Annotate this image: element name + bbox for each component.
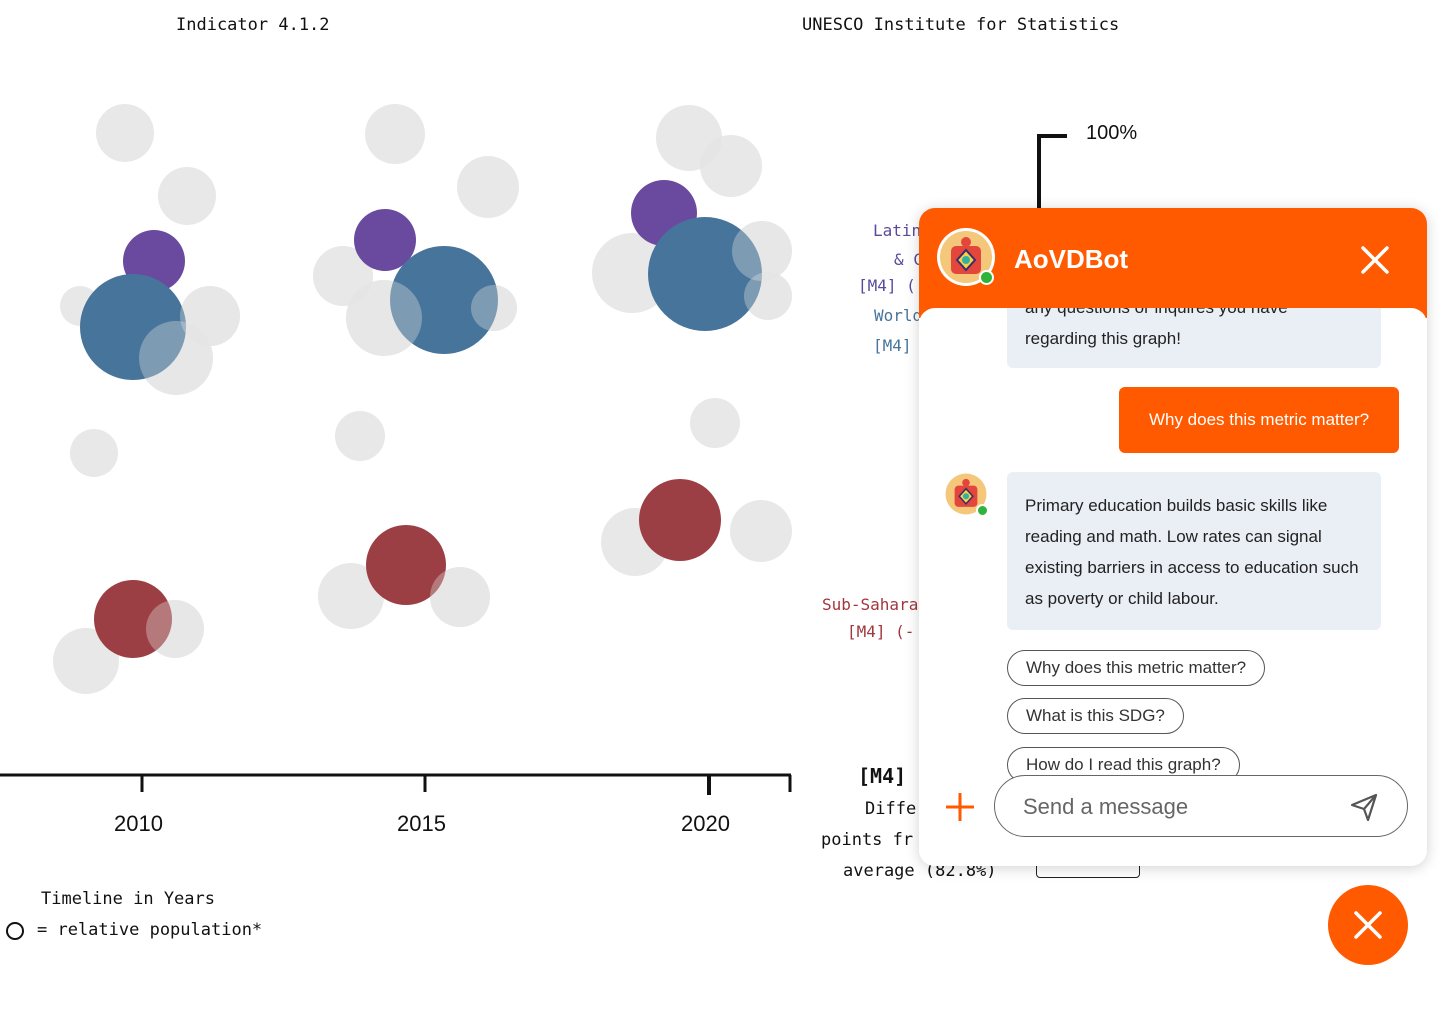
difference-title: [M4] — [858, 764, 907, 788]
ssa-label-line2: [M4] (- — [847, 622, 915, 641]
send-button[interactable] — [1347, 790, 1381, 824]
overlay-bubble — [744, 272, 792, 320]
difference-line2: points fr — [821, 830, 914, 850]
latin-label-line3: [M4] ( — [858, 276, 916, 295]
send-icon — [1350, 793, 1378, 822]
close-chat-button[interactable] — [1355, 240, 1395, 280]
size-legend-circle-icon — [6, 922, 24, 940]
suggestion-chip-metric[interactable]: Why does this metric matter? — [1007, 650, 1266, 686]
chart-bubbles — [53, 104, 792, 694]
background-bubble — [70, 429, 118, 477]
overlay-bubble — [471, 285, 517, 331]
close-icon — [1361, 246, 1389, 274]
world-label-line2: [M4] — [873, 336, 912, 355]
background-bubble — [457, 156, 519, 218]
difference-line1: Diffe — [865, 799, 917, 819]
background-bubble — [690, 398, 740, 448]
latin-label-line1: Latin — [873, 221, 922, 240]
chat-messages[interactable]: any questions or inquires you have regar… — [919, 308, 1427, 866]
world-bubble — [80, 274, 186, 380]
overlay-bubble — [139, 321, 213, 395]
overlay-bubble — [180, 286, 240, 346]
chat-toggle-close-button[interactable] — [1328, 885, 1408, 965]
sub-saharan-africa-bubble — [366, 525, 446, 605]
background-bubble — [700, 135, 762, 197]
add-attachment-button[interactable] — [943, 790, 977, 824]
bot-avatar-small-icon — [944, 472, 988, 516]
overlay-bubble — [146, 600, 204, 658]
intro-end-text: regarding this graph! — [1025, 329, 1181, 348]
overlay-bubble — [732, 221, 792, 281]
year-label-2020: 2020 — [681, 811, 730, 836]
chat-panel: AoVDBot any questions or inquires you ha… — [919, 208, 1427, 866]
year-label-2010: 2010 — [114, 811, 163, 836]
suggestion-chip-sdg[interactable]: What is this SDG? — [1007, 698, 1184, 734]
x-axis-title: Timeline in Years — [41, 889, 215, 909]
bot-name: AoVDBot — [1014, 244, 1129, 274]
background-bubble — [53, 628, 119, 694]
source-title: UNESCO Institute for Statistics — [802, 15, 1120, 35]
bot-message-answer: Primary education builds basic skills li… — [1007, 472, 1381, 630]
overlay-bubble — [346, 280, 422, 356]
size-legend-text: = relative population* — [37, 920, 263, 940]
user-message: Why does this metric matter? — [1119, 387, 1399, 453]
background-bubble — [430, 567, 490, 627]
sub-saharan-africa-bubble — [639, 479, 721, 561]
background-bubble — [335, 411, 385, 461]
background-bubble — [96, 104, 154, 162]
world-label-line1: World — [874, 306, 923, 325]
background-bubble — [730, 500, 792, 562]
indicator-title: Indicator 4.1.2 — [176, 15, 330, 35]
close-icon — [1354, 911, 1382, 939]
scale-label-100: 100% — [1086, 122, 1138, 144]
latin-label-line2: & C — [894, 250, 923, 269]
message-input[interactable] — [1021, 790, 1345, 824]
year-label-2015: 2015 — [397, 811, 446, 836]
sub-saharan-africa-bubble — [94, 580, 172, 658]
scale-bracket — [1037, 134, 1067, 210]
message-input-container — [994, 775, 1408, 837]
overlay-bubble — [430, 567, 490, 627]
ssa-label-line1: Sub-Sahara — [822, 595, 919, 614]
plus-icon — [946, 793, 974, 821]
chat-header: AoVDBot — [919, 208, 1427, 318]
background-bubble — [158, 167, 216, 225]
intro-partial-text: any questions or inquires you have — [1025, 308, 1363, 323]
latin-america-bubble — [354, 209, 416, 271]
online-status-dot — [979, 270, 994, 285]
online-status-dot-small — [976, 504, 989, 517]
background-bubble — [365, 104, 425, 164]
difference-line3: average (82.8%) — [843, 861, 997, 881]
background-bubble — [318, 563, 384, 629]
bot-message-intro: any questions or inquires you have regar… — [1007, 308, 1381, 368]
world-bubble — [390, 246, 498, 354]
world-bubble — [648, 217, 762, 331]
